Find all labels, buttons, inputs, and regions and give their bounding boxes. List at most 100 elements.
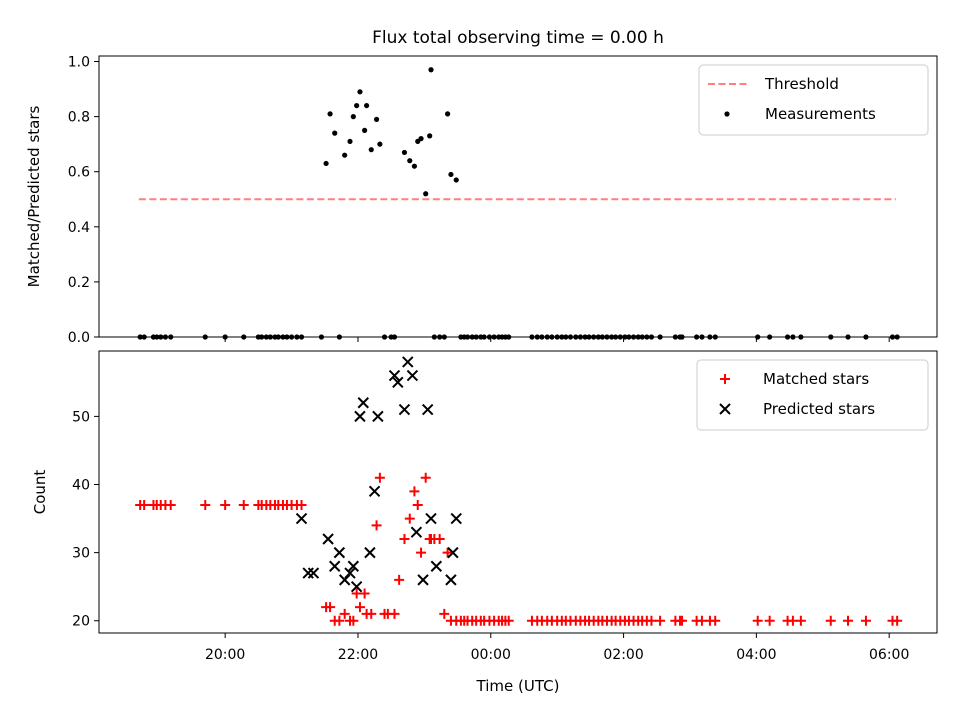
measurements-point <box>391 334 398 340</box>
matched-stars-point <box>399 534 410 544</box>
count-panel: 20 30 40 50 20:00 22:00 00:00 02:00 04:00 06:00 Co… <box>31 350 938 695</box>
predicted-stars-point <box>421 403 434 416</box>
measurements-point <box>407 158 413 164</box>
measurements-point <box>377 141 383 147</box>
predicted-stars-point <box>410 526 423 538</box>
matched-stars-point <box>348 615 359 626</box>
bottom-data <box>135 356 903 626</box>
measurements-point <box>672 334 678 340</box>
predicted-stars-point <box>417 574 429 586</box>
measurements-point <box>347 138 353 145</box>
measurements-point <box>354 102 360 109</box>
measurements-point <box>418 136 424 142</box>
measurements-point <box>486 334 493 340</box>
measurements-point <box>401 149 408 156</box>
measurements-point <box>411 163 418 169</box>
measurements-point <box>364 102 370 109</box>
measurements-point <box>469 334 475 340</box>
matched-stars-point <box>339 608 350 619</box>
top-legend-box <box>698 64 929 136</box>
measurements-point <box>506 334 512 340</box>
top-ytick-label: 0.6 <box>68 165 90 181</box>
measurements-point <box>162 334 169 340</box>
measurements-point <box>534 334 540 340</box>
measurements-point <box>154 334 160 340</box>
xtick-label: 20:00 <box>205 647 245 663</box>
measurements-point <box>582 334 588 340</box>
measurements-point <box>591 334 597 340</box>
measurements-point <box>644 334 650 340</box>
measurements-point <box>327 111 333 117</box>
bottom-ylabel: Count <box>31 470 49 515</box>
predicted-stars-point <box>338 574 351 586</box>
measurements-point <box>362 127 368 133</box>
measurements-point <box>137 334 143 340</box>
measurements-point <box>609 334 615 340</box>
measurements-point <box>544 334 550 340</box>
predicted-stars-point <box>402 356 414 368</box>
measurements-point <box>275 334 281 340</box>
measurements-point <box>373 116 380 122</box>
matched-stars-point <box>374 472 385 483</box>
measurements-point <box>635 334 641 340</box>
measurements-point <box>828 334 834 340</box>
predicted-stars-point <box>347 560 360 572</box>
measurements-point <box>428 67 434 73</box>
matched-stars-point <box>420 472 431 483</box>
measurements-point <box>699 334 705 340</box>
measurements-point <box>599 334 605 340</box>
measurements-point <box>755 334 761 340</box>
measurements-point <box>381 334 388 340</box>
measurements-point <box>481 334 487 340</box>
legend-predicted-swatch <box>719 403 731 415</box>
bottom-ytick-label: 50 <box>72 409 90 425</box>
predicted-stars-point <box>425 512 437 525</box>
bottom-axes-frame <box>98 350 938 634</box>
matched-stars-point <box>503 615 514 626</box>
predicted-stars-point <box>322 533 334 545</box>
matched-stars-point <box>752 615 763 626</box>
predicted-stars-point <box>357 397 369 409</box>
matched-stars-point <box>795 615 806 626</box>
measurements-point <box>288 334 295 340</box>
matched-stars-point <box>334 615 345 626</box>
measurements-point <box>423 191 429 197</box>
measurements-point <box>626 334 632 340</box>
matched-stars-point <box>764 615 775 626</box>
top-ytick-label: 0.4 <box>68 220 90 236</box>
measurements-point <box>464 334 471 340</box>
top-legend: Threshold Measurements <box>698 64 929 136</box>
top-ytick-label: 0.2 <box>68 275 90 291</box>
matched-stars-point <box>439 608 450 619</box>
matched-stars-point <box>371 520 382 531</box>
measurements-point <box>767 334 773 340</box>
measurements-point <box>586 334 592 340</box>
matched-stars-point <box>409 486 420 497</box>
matched-stars-point <box>843 615 854 626</box>
measurements-point <box>894 334 900 340</box>
matched-stars-point <box>442 547 453 558</box>
matched-stars-point <box>892 615 903 626</box>
measurements-point <box>648 334 655 340</box>
top-axes-frame <box>98 55 938 338</box>
legend-label: Predicted stars <box>763 400 875 418</box>
ratio-panel: 0.0 0.2 0.4 0.6 0.8 1.0 Matched/Predicted star… <box>25 55 938 346</box>
measurements-point <box>267 334 273 340</box>
matched-stars-point <box>404 513 415 524</box>
legend-matched-swatch <box>720 374 730 384</box>
measurements-point <box>563 334 569 340</box>
measurements-point <box>617 334 623 340</box>
measurements-point <box>630 334 637 340</box>
measurements-point <box>539 334 545 340</box>
measurements-point <box>241 334 247 340</box>
chart-title: Flux total observing time = 0.00 h <box>372 28 664 48</box>
top-ytick-label: 0.8 <box>68 110 90 126</box>
measurements-point <box>639 334 645 340</box>
predicted-stars-point <box>368 485 381 498</box>
xtick-label: 02:00 <box>603 647 643 663</box>
measurements-point <box>707 334 713 340</box>
matched-stars-point <box>354 602 365 613</box>
measurements-point <box>679 334 685 340</box>
measurements-point <box>622 334 628 340</box>
measurements-point <box>350 114 356 120</box>
